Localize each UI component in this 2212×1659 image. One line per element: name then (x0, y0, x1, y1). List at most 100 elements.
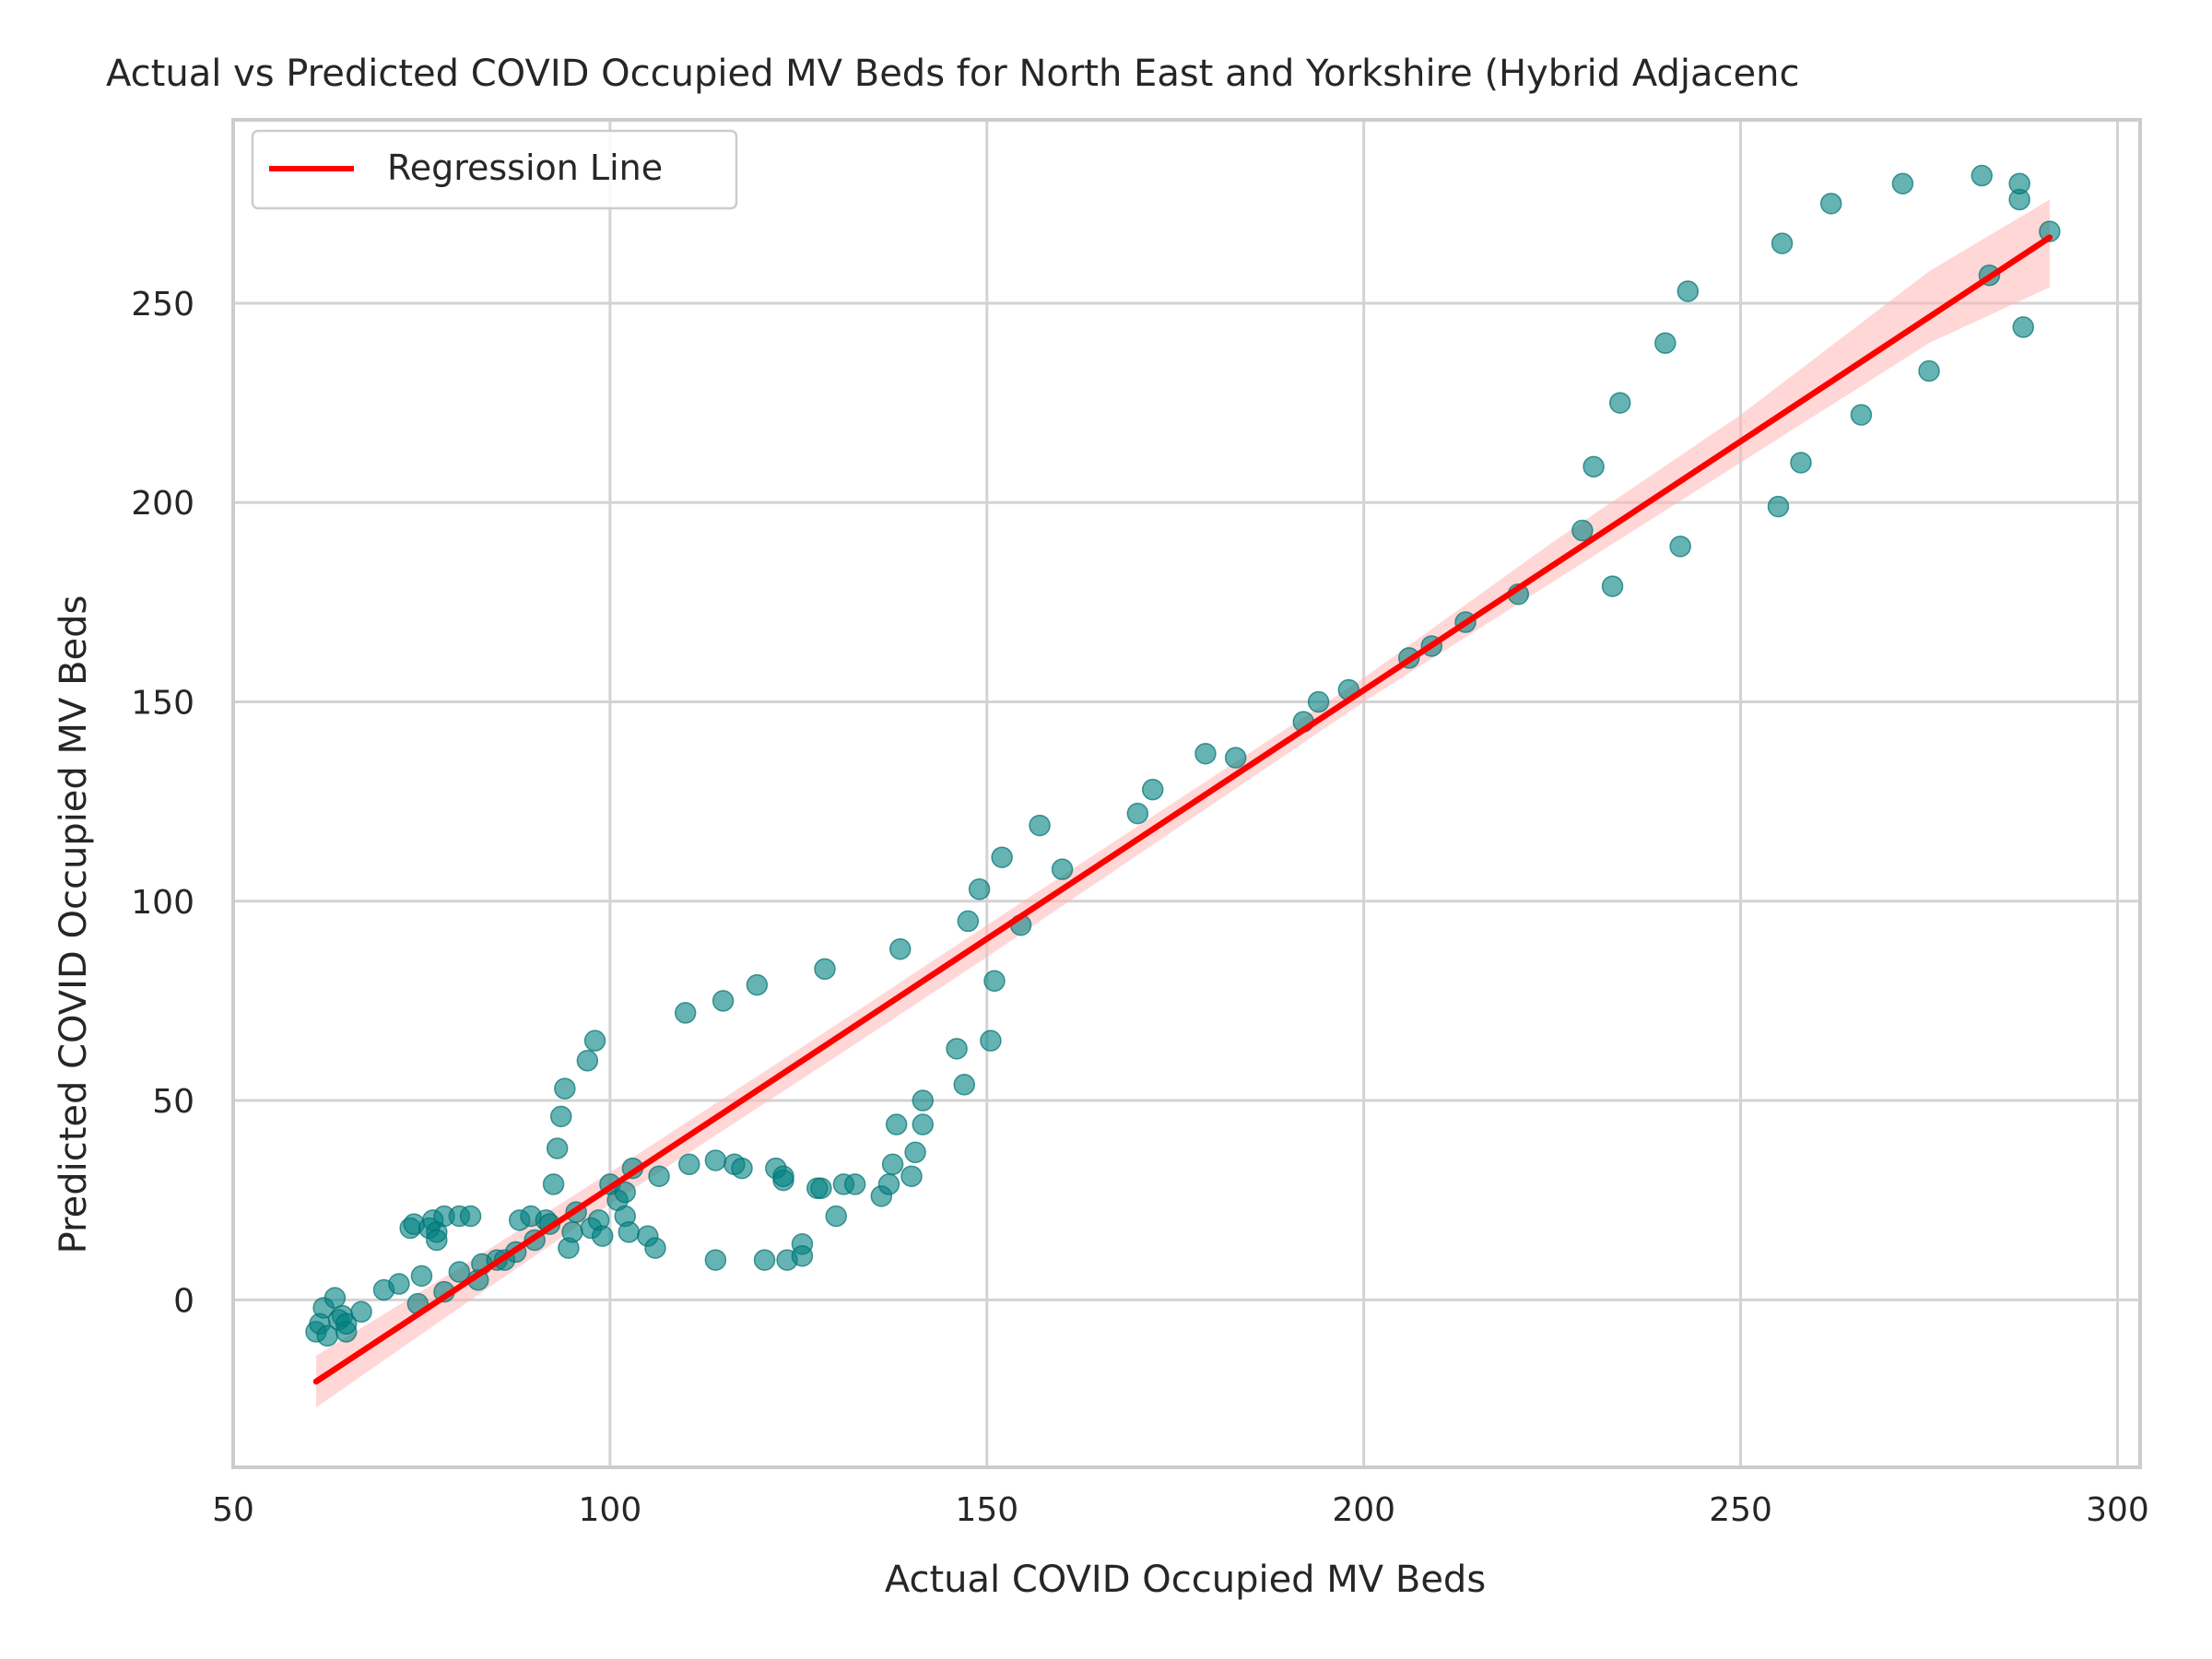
y-tick-label: 50 (152, 1083, 194, 1121)
data-point (904, 1141, 926, 1164)
data-point (746, 973, 769, 996)
data-point (983, 970, 1006, 993)
x-tick-label: 200 (1332, 1491, 1395, 1529)
data-point (843, 1173, 866, 1195)
data-point (1194, 742, 1217, 765)
data-point (350, 1300, 372, 1324)
data-point (753, 1249, 776, 1271)
data-point (912, 1113, 935, 1135)
y-tick-label: 100 (131, 884, 194, 922)
data-point (2008, 172, 2030, 194)
data-point (980, 1030, 1002, 1052)
data-point (678, 1153, 700, 1176)
x-tick-labels: 50 100 150 200 250 300 (212, 1491, 2149, 1529)
data-point (704, 1249, 727, 1271)
y-tick-label: 0 (173, 1282, 194, 1320)
data-point (1608, 392, 1631, 414)
data-point (814, 958, 836, 981)
data-point (426, 1229, 448, 1252)
data-point (1601, 575, 1624, 597)
regression-line-group (312, 234, 2053, 1385)
x-tick-label: 300 (2086, 1491, 2149, 1529)
data-point (576, 1050, 599, 1072)
data-point (712, 990, 735, 1012)
data-point (881, 1153, 904, 1176)
x-tick-label: 50 (212, 1491, 254, 1529)
data-point (772, 1165, 794, 1187)
data-point (644, 1237, 666, 1259)
confidence-band-area (315, 199, 2050, 1408)
data-point (324, 1287, 347, 1309)
data-point (912, 1089, 935, 1112)
data-point (2039, 220, 2061, 242)
data-point (1571, 519, 1594, 542)
data-point (542, 1173, 565, 1195)
y-tick-label: 150 (131, 685, 194, 723)
y-tick-labels: 0 50 100 150 200 250 (131, 286, 194, 1320)
data-point (554, 1077, 576, 1100)
data-point (1891, 172, 1914, 194)
data-point (791, 1245, 814, 1267)
data-point (618, 1221, 641, 1243)
data-point (888, 937, 912, 960)
data-point (335, 1312, 358, 1335)
confidence-band (315, 199, 2050, 1408)
data-point (1677, 280, 1700, 302)
data-point (946, 1038, 968, 1060)
chart-title: Actual vs Predicted COVID Occupied MV Be… (106, 53, 1799, 95)
data-point (583, 1030, 606, 1052)
data-point (1971, 164, 1994, 187)
data-point (885, 1113, 908, 1135)
data-point (968, 878, 991, 900)
data-point (1767, 495, 1790, 518)
data-point (1790, 452, 1812, 474)
data-point (900, 1165, 923, 1187)
y-tick-label: 250 (131, 286, 194, 324)
data-point (1307, 690, 1330, 713)
data-point (1819, 193, 1842, 215)
data-point (731, 1157, 753, 1180)
data-point (1771, 232, 1794, 254)
data-point (1029, 814, 1051, 837)
data-point (388, 1273, 410, 1295)
data-point (1654, 332, 1677, 354)
data-point (1126, 802, 1149, 825)
data-point (1583, 455, 1605, 478)
y-tick-label: 200 (131, 485, 194, 523)
data-point (1051, 858, 1074, 880)
legend-box (251, 129, 738, 210)
data-point (1850, 404, 1873, 426)
data-point (991, 846, 1013, 868)
data-point (957, 910, 980, 933)
x-tick-label: 150 (955, 1491, 1018, 1529)
data-point (1141, 778, 1164, 801)
data-point (825, 1205, 847, 1228)
plot-frame (231, 118, 2142, 1469)
data-point (448, 1261, 471, 1283)
y-axis-label: Predicted COVID Occupied MV Beds (53, 595, 95, 1254)
x-tick-label: 250 (1709, 1491, 1772, 1529)
data-point (614, 1181, 636, 1204)
data-point (1669, 535, 1691, 558)
data-point (459, 1205, 482, 1228)
legend-entry-regression: Regression Line (387, 147, 663, 188)
data-point (546, 1137, 569, 1159)
data-points (305, 164, 2061, 1347)
grid-lines (231, 120, 2140, 1467)
data-point (953, 1074, 976, 1096)
data-point (410, 1265, 433, 1288)
data-point (549, 1105, 572, 1128)
data-point (704, 1149, 727, 1171)
data-point (648, 1165, 670, 1187)
legend: Regression Line (251, 129, 738, 210)
data-point (877, 1173, 900, 1195)
regression-line (312, 234, 2053, 1385)
data-point (674, 1002, 697, 1024)
x-axis-label: Actual COVID Occupied MV Beds (885, 1559, 1486, 1601)
data-point (2012, 316, 2034, 338)
x-tick-label: 100 (579, 1491, 642, 1529)
data-point (810, 1177, 832, 1199)
data-point (561, 1221, 583, 1243)
